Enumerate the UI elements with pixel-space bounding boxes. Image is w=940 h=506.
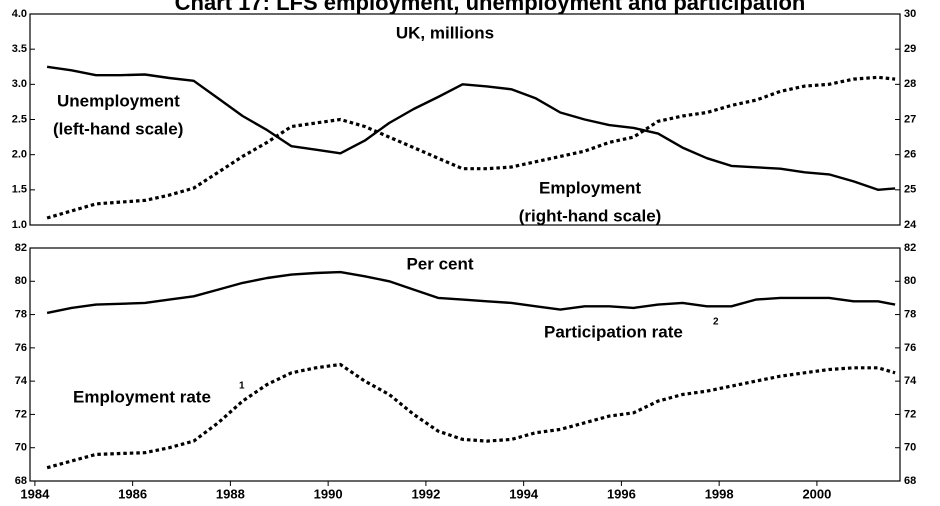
x-tick-label: 1996 <box>607 486 636 501</box>
y-tick-label: 76 <box>15 342 27 354</box>
y-tick-label: 74 <box>15 375 28 387</box>
y-tick-label: 1.0 <box>12 219 27 231</box>
y-tick-label: 1.5 <box>12 184 27 196</box>
y2-tick-label: 74 <box>904 375 917 387</box>
series-label: Employment rate <box>73 387 211 406</box>
subtitle: Per cent <box>406 254 473 273</box>
series-line <box>46 270 896 315</box>
y2-tick-label: 26 <box>904 149 916 161</box>
series-label: Employment <box>539 178 641 197</box>
y-tick-label: 3.5 <box>12 43 27 55</box>
plot-frame <box>29 247 901 482</box>
y2-tick-label: 72 <box>904 408 916 420</box>
series-note: (left-hand scale) <box>53 119 183 138</box>
y2-tick-label: 82 <box>904 242 916 254</box>
y2-tick-label: 30 <box>904 8 916 20</box>
y2-tick-label: 68 <box>904 475 916 487</box>
y-tick-label: 68 <box>15 475 27 487</box>
x-tick-label: 1998 <box>705 486 734 501</box>
x-tick-label: 1984 <box>20 486 50 501</box>
series-line <box>46 75 896 220</box>
y-tick-label: 72 <box>15 408 27 420</box>
y2-tick-label: 24 <box>904 219 917 231</box>
x-tick-label: 1992 <box>411 486 440 501</box>
x-tick-label: 1994 <box>509 486 539 501</box>
y2-tick-label: 27 <box>904 113 916 125</box>
subtitle: UK, millions <box>396 23 494 42</box>
y-tick-label: 3.0 <box>12 78 27 90</box>
footnote-marker: 1 <box>239 381 245 392</box>
series-line <box>46 65 896 191</box>
series-line <box>46 362 896 470</box>
y-tick-label: 2.5 <box>12 113 27 125</box>
y2-tick-label: 25 <box>904 184 916 196</box>
series-label: Participation rate <box>544 322 683 341</box>
y2-tick-label: 80 <box>904 275 916 287</box>
y-tick-label: 2.0 <box>12 149 27 161</box>
y2-tick-label: 76 <box>904 342 916 354</box>
y2-tick-label: 78 <box>904 308 916 320</box>
x-tick-label: 1988 <box>216 486 245 501</box>
y-tick-label: 4.0 <box>12 8 27 20</box>
x-tick-label: 1986 <box>118 486 147 501</box>
y-tick-label: 78 <box>15 308 27 320</box>
x-tick-label: 2000 <box>802 486 831 501</box>
series-note: (right-hand scale) <box>519 206 662 225</box>
y2-tick-label: 70 <box>904 442 916 454</box>
footnote-marker: 2 <box>713 317 719 328</box>
x-tick-label: 1990 <box>314 486 343 501</box>
y2-tick-label: 28 <box>904 78 916 90</box>
series-label: Unemployment <box>57 91 180 110</box>
y2-tick-label: 29 <box>904 43 916 55</box>
chart-title: Chart 17: LFS employment, unemployment a… <box>175 0 806 15</box>
y-tick-label: 80 <box>15 275 27 287</box>
y-tick-label: 70 <box>15 442 27 454</box>
y-tick-label: 82 <box>15 242 27 254</box>
